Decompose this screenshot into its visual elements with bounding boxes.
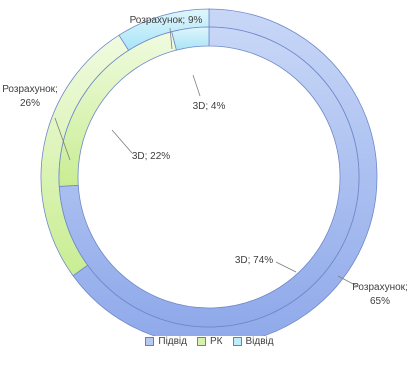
legend-label-rk: РК <box>210 336 223 347</box>
inner-leader-rk <box>111 129 133 154</box>
inner-label-rk: 3D; 22% <box>132 151 170 162</box>
inner-leader-pidvid <box>275 261 297 273</box>
inner-label-vidvid: 3D; 4% <box>193 101 226 112</box>
chart-legend: Підвід РК Відвід <box>0 336 419 347</box>
inner-label-pidvid: 3D; 74% <box>235 255 273 266</box>
outer-leader-rk <box>54 117 71 161</box>
outer-label-vidvid: Розрахунок; 9% <box>130 15 203 26</box>
outer-leader-pidvid <box>337 275 358 287</box>
legend-swatch-rk <box>197 337 206 346</box>
legend-item-rk: РК <box>197 336 223 347</box>
legend-label-pidvid: Підвід <box>158 336 187 347</box>
legend-item-vidvid: Відвід <box>232 336 274 347</box>
inner-slice-vidvid <box>171 26 210 51</box>
legend-label-vidvid: Відвід <box>245 336 274 347</box>
outer-label-pidvid: Розрахунок; 65% <box>352 282 408 307</box>
inner-slice-pidvid <box>58 26 360 328</box>
legend-item-pidvid: Підвід <box>145 336 187 347</box>
legend-swatch-pidvid <box>145 337 155 346</box>
outer-label-rk: Розрахунок; 26% <box>2 84 58 109</box>
outer-leader-vidvid <box>169 27 173 50</box>
inner-leader-vidvid <box>192 74 201 97</box>
legend-swatch-vidvid <box>232 337 242 346</box>
chart-canvas: Розрахунок; 65% Розрахунок; 26% Розрахунок; … <box>2 8 408 336</box>
